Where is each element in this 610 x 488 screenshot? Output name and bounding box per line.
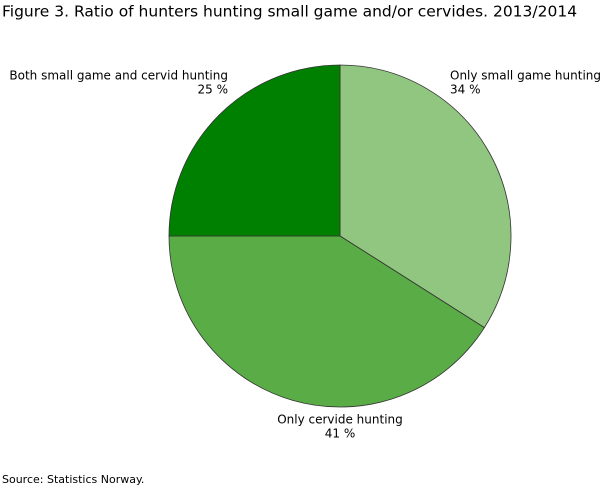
slice-label: Both small game and cervid hunting [9, 69, 228, 83]
value-label: 34 % [450, 83, 481, 97]
source: Source: Statistics Norway. [2, 473, 144, 486]
slice-label: Only cervide hunting [277, 413, 403, 427]
slice-label: Only small game hunting [450, 69, 601, 83]
pie-slice [339, 64, 512, 329]
pie-slice [168, 235, 485, 408]
value-label: 41 % [325, 427, 356, 441]
value-label: 25 % [198, 83, 229, 97]
pie-slice [168, 64, 341, 237]
chart-title: Figure 3. Ratio of hunters hunting small… [2, 3, 577, 21]
